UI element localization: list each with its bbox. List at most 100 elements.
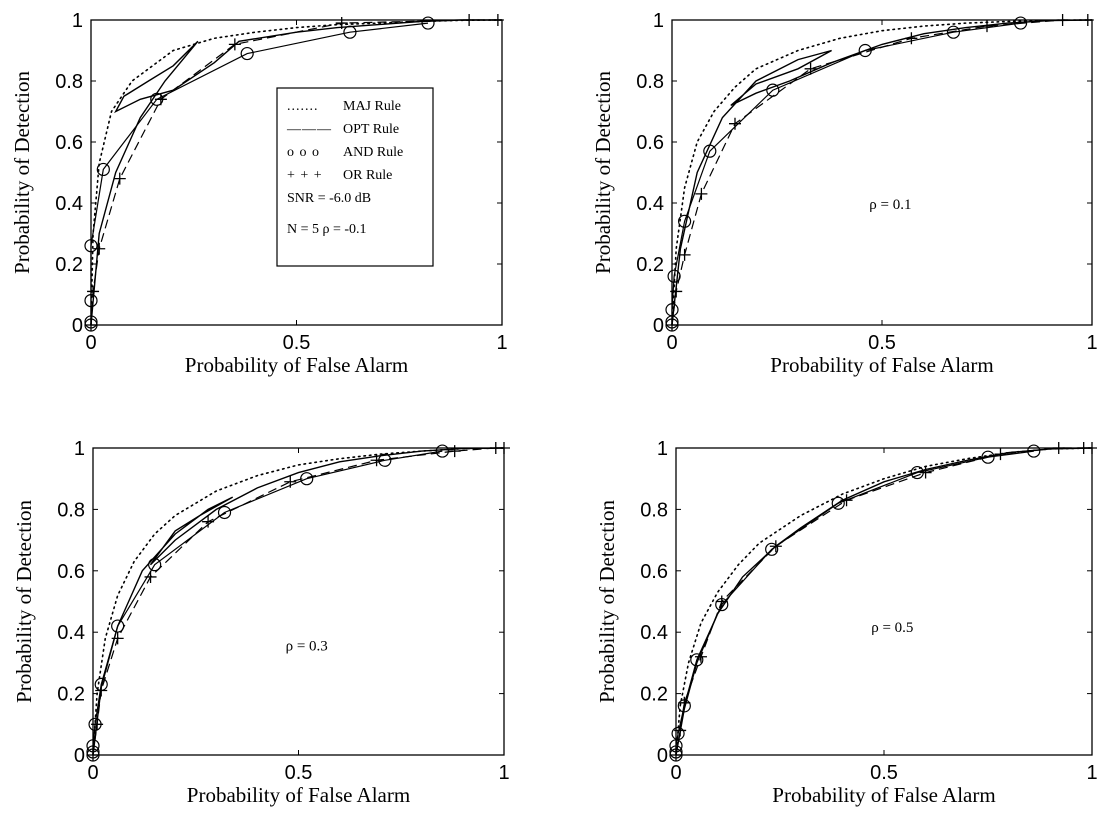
y-tick-label: 0.6 <box>57 561 85 583</box>
data-point-or-rule <box>1052 442 1065 454</box>
y-axis-label: Probability of Detection <box>595 500 619 703</box>
data-point-or-rule <box>111 632 124 645</box>
series-line-opt-rule <box>675 447 1093 756</box>
y-tick-label: 0.2 <box>640 684 668 706</box>
data-point-or-rule <box>85 319 97 331</box>
x-tick-label: 0.5 <box>283 332 311 354</box>
y-tick-label: 1 <box>657 438 668 460</box>
series-line-opt-rule <box>92 447 505 756</box>
y-tick-label: 0.8 <box>57 499 85 521</box>
y-tick-label: 0.4 <box>57 622 85 644</box>
data-point-and-rule <box>421 16 435 30</box>
data-point-and-rule <box>343 25 357 39</box>
y-tick-label: 0.6 <box>55 132 83 154</box>
y-tick-label: 0.8 <box>55 71 83 93</box>
x-tick-label: 0 <box>87 762 98 784</box>
y-axis-label: Probability of Detection <box>10 71 34 274</box>
chart-panel-top-right: 0 0.5 1 0 0.2 0.4 0.6 0.8 1 Probability of False … <box>591 10 1097 377</box>
series-line-or-rule <box>92 447 504 756</box>
data-point-or-rule <box>670 285 683 298</box>
x-tick-label: 1 <box>1086 332 1097 354</box>
legend-n-rho: N = 5 ρ = -0.1 <box>287 222 367 237</box>
y-tick-label: 0.2 <box>55 254 83 276</box>
y-tick-label: 1 <box>72 10 83 32</box>
data-point-and-rule <box>677 214 692 228</box>
legend-box <box>276 87 434 267</box>
x-tick-label: 1 <box>496 332 507 354</box>
data-point-and-rule <box>765 542 779 556</box>
y-tick-label: 0.2 <box>636 254 664 276</box>
data-point-or-rule <box>695 187 708 200</box>
data-point-and-rule <box>84 294 98 308</box>
data-point-or-rule <box>1081 14 1094 26</box>
x-tick-label: 0.5 <box>285 762 313 784</box>
data-point-or-rule <box>1056 14 1069 26</box>
x-tick-label: 0 <box>666 332 677 354</box>
data-point-or-rule <box>463 14 476 26</box>
x-tick-label: 0 <box>85 332 96 354</box>
data-point-and-rule <box>1013 16 1028 30</box>
y-tick-label: 0.4 <box>640 622 668 644</box>
x-axis-label: Probability of False Alarm <box>770 353 993 377</box>
rho-annotation: ρ = 0.5 <box>871 620 913 636</box>
data-point-or-rule <box>670 749 682 761</box>
series-line-maj-rule <box>671 19 1093 326</box>
data-point-or-rule <box>91 718 104 731</box>
legend-label: OR Rule <box>343 168 392 183</box>
data-point-and-rule <box>96 162 110 177</box>
y-tick-label: 0.2 <box>57 684 85 706</box>
data-point-or-rule <box>202 515 215 528</box>
x-tick-label: 0.5 <box>870 762 898 784</box>
data-point-and-rule <box>703 144 717 158</box>
legend-label: MAJ Rule <box>343 99 401 114</box>
legend-symbol-plus-marker: + + + <box>287 168 323 183</box>
x-tick-label: 0.5 <box>868 332 896 354</box>
data-point-or-rule <box>678 248 691 261</box>
x-axis-label: Probability of False Alarm <box>187 783 410 807</box>
chart-panel-bottom-right: 0 0.5 1 0 0.2 0.4 0.6 0.8 1 Probability of False … <box>595 438 1097 807</box>
y-tick-label: 0.8 <box>640 499 668 521</box>
data-point-or-rule <box>729 117 741 130</box>
legend-label: OPT Rule <box>343 122 399 137</box>
series-group <box>84 14 504 332</box>
y-tick-label: 1 <box>74 438 85 460</box>
data-point-or-rule <box>370 454 383 467</box>
legend-symbol-dotted-line: ....... <box>287 99 319 114</box>
data-point-or-rule <box>448 445 461 458</box>
y-tick-label: 0 <box>657 745 668 767</box>
series-line-opt-rule <box>90 19 502 326</box>
series-group <box>86 442 510 762</box>
y-tick-label: 1 <box>653 10 664 32</box>
data-point-or-rule <box>144 570 157 583</box>
data-point-or-rule <box>87 749 99 761</box>
data-point-or-rule <box>95 684 108 697</box>
y-tick-label: 0.4 <box>55 193 83 215</box>
data-point-or-rule <box>1086 442 1097 454</box>
data-point-or-rule <box>674 724 687 737</box>
y-tick-label: 0.8 <box>636 71 664 93</box>
x-tick-label: 0 <box>670 762 681 784</box>
y-tick-label: 0.6 <box>640 561 668 583</box>
plot-frame <box>671 19 1093 326</box>
data-point-and-rule <box>148 558 162 572</box>
data-point-or-rule <box>804 62 817 75</box>
chart-panel-bottom-left: 0 0.5 1 0 0.2 0.4 0.6 0.8 1 Probability of False … <box>12 438 510 807</box>
series-line-and-rule <box>675 450 1034 755</box>
x-tick-label: 1 <box>1086 762 1097 784</box>
data-point-or-rule <box>666 319 678 331</box>
series-line-and-rule <box>90 22 429 325</box>
data-point-and-rule <box>84 239 98 253</box>
y-tick-label: 0.6 <box>636 132 664 154</box>
data-point-or-rule <box>113 172 126 185</box>
data-point-or-rule <box>284 475 297 488</box>
data-point-or-rule <box>335 17 348 30</box>
rho-annotation: ρ = 0.1 <box>869 197 911 213</box>
legend-snr: SNR = -6.0 dB <box>287 191 371 206</box>
data-point-or-rule <box>491 14 504 26</box>
data-point-or-rule <box>994 448 1007 461</box>
data-point-or-rule <box>981 20 993 33</box>
rho-annotation: ρ = 0.3 <box>286 639 328 655</box>
y-tick-label: 0 <box>72 315 83 337</box>
data-point-or-rule <box>905 32 918 45</box>
